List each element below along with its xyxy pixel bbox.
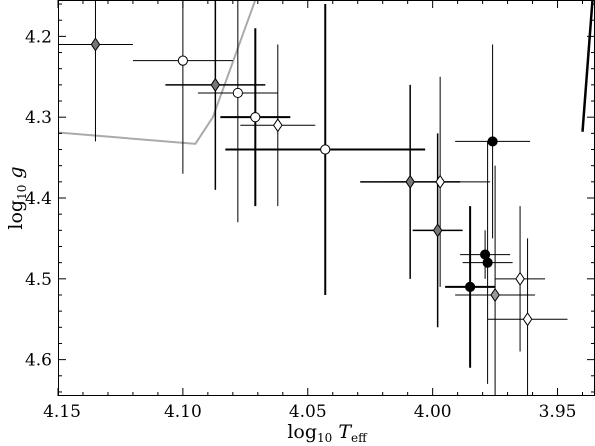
data-point-11 <box>487 136 498 147</box>
track-line-1 <box>58 0 257 145</box>
y-tick-label-5: 4.6 <box>25 351 52 371</box>
data-point-8 <box>405 174 415 189</box>
y-tick-label-2: 4.3 <box>25 108 52 128</box>
data-point-9 <box>435 174 445 189</box>
data-point-5 <box>250 112 261 123</box>
data-point-13 <box>482 257 493 268</box>
data-point-3 <box>210 77 221 92</box>
plot-frame <box>58 0 595 396</box>
data-point-6 <box>272 118 283 133</box>
data-point-4 <box>232 87 243 99</box>
data-point-17 <box>522 312 533 327</box>
x-tick-label-2: 4.10 <box>164 402 202 422</box>
track-lines <box>58 0 594 145</box>
x-axis-label: log10 Teff <box>287 421 368 445</box>
x-tick-label-3: 4.05 <box>289 402 327 422</box>
error-bars <box>58 0 568 396</box>
plot-area <box>58 0 594 396</box>
y-tick-label-4: 4.5 <box>25 270 52 290</box>
axis-ticks <box>57 0 595 396</box>
x-tick-label-4: 4.00 <box>414 402 452 422</box>
data-point-2 <box>177 55 188 66</box>
y-tick-label-1: 4.2 <box>25 27 52 47</box>
data-point-16 <box>515 271 525 286</box>
data-point-10 <box>432 223 443 238</box>
tick-labels: 4.15 4.10 4.05 4.00 3.95 4.2 4.3 4.4 4.5 4.6 <box>25 27 577 422</box>
track-line-2 <box>581 0 594 132</box>
data-markers <box>90 37 533 327</box>
x-tick-label-5: 3.95 <box>539 402 577 422</box>
data-point-15 <box>490 287 500 303</box>
data-point-1 <box>90 37 101 52</box>
axes-frame <box>58 0 595 396</box>
y-tick-label-3: 4.4 <box>25 189 52 209</box>
data-point-14 <box>465 281 476 292</box>
x-tick-label-1: 4.15 <box>43 402 81 422</box>
y-axis-label: log10 g <box>5 166 29 229</box>
data-point-7 <box>320 144 331 155</box>
